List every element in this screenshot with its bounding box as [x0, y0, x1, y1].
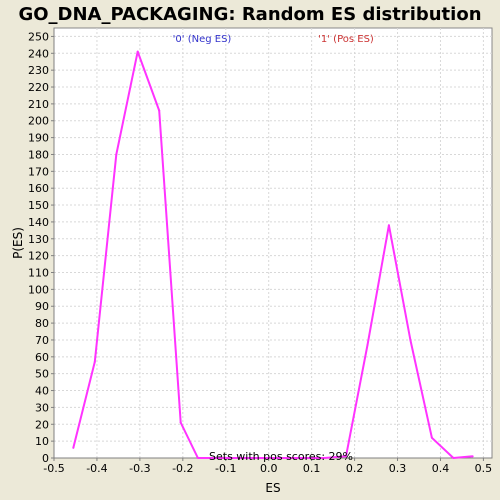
y-tick-label: 50: [35, 368, 49, 381]
x-tick-label: 0.4: [432, 462, 450, 475]
data-point: [323, 457, 326, 459]
x-axis-label: ES: [265, 481, 280, 495]
x-tick-label: 0.0: [260, 462, 278, 475]
y-tick-label: 170: [28, 165, 49, 178]
series-line: [72, 50, 473, 459]
y-tick-label: 230: [28, 64, 49, 77]
y-tick-label: 130: [28, 233, 49, 246]
x-tick-label: 0.1: [303, 462, 321, 475]
x-tick-label: -0.3: [129, 462, 150, 475]
x-tick-label: 0.2: [346, 462, 364, 475]
x-tick-label: -0.5: [43, 462, 64, 475]
data-point: [430, 436, 433, 439]
y-tick-label: 140: [28, 216, 49, 229]
y-tick-label: 150: [28, 199, 49, 212]
data-point: [115, 153, 118, 156]
x-tick-label: 0.5: [475, 462, 493, 475]
y-tick-label: 190: [28, 132, 49, 145]
y-axis-label: P(ES): [11, 227, 25, 259]
y-tick-label: 30: [35, 401, 49, 414]
y-tick-label: 110: [28, 267, 49, 280]
data-point: [93, 360, 96, 363]
y-tick-label: 200: [28, 115, 49, 128]
data-point: [345, 455, 347, 458]
y-tick-label: 60: [35, 351, 49, 364]
data-point: [196, 457, 199, 459]
y-tick-label: 180: [28, 148, 49, 161]
y-tick-label: 160: [28, 182, 49, 195]
y-tick-label: 90: [35, 300, 49, 313]
tick-labels: 0 10 20 30 40 50 60 70 80 90 100 110 120 130 140 150 160…: [28, 30, 492, 475]
x-tick-label: 0.3: [389, 462, 407, 475]
legend-entry: '0' (Neg ES): [173, 34, 232, 45]
data-point: [209, 457, 212, 459]
plot-area: [53, 27, 493, 459]
data-point: [452, 457, 455, 459]
data-point: [387, 224, 390, 227]
y-tick-label: 80: [35, 317, 49, 330]
y-tick-label: 210: [28, 98, 49, 111]
data-point: [471, 455, 474, 458]
y-tick-label: 250: [28, 30, 49, 43]
y-tick-label: 20: [35, 418, 49, 431]
y-tick-label: 220: [28, 81, 49, 94]
data-point: [179, 421, 182, 424]
y-tick-label: 70: [35, 334, 49, 347]
y-tick-label: 40: [35, 385, 49, 398]
sets-annotation: Sets with pos scores: 29%: [209, 450, 353, 463]
data-point: [409, 338, 412, 341]
series-lines: [72, 50, 474, 459]
y-tick-label: 120: [28, 250, 49, 263]
data-point: [136, 50, 139, 53]
x-tick-label: -0.2: [172, 462, 193, 475]
data-point: [72, 446, 75, 449]
legend: '0' (Neg ES) '1' (Pos ES): [173, 34, 374, 45]
x-tick-label: -0.1: [215, 462, 236, 475]
y-tick-label: 10: [35, 435, 49, 448]
legend-entry: '1' (Pos ES): [318, 34, 374, 45]
data-point: [366, 344, 369, 347]
x-tick-label: -0.4: [86, 462, 107, 475]
y-tick-label: 240: [28, 47, 49, 60]
y-tick-label: 0: [42, 452, 49, 465]
chart-title: GO_DNA_PACKAGING: Random ES distribution: [18, 4, 481, 25]
y-tick-label: 100: [28, 283, 49, 296]
data-point: [158, 109, 161, 112]
